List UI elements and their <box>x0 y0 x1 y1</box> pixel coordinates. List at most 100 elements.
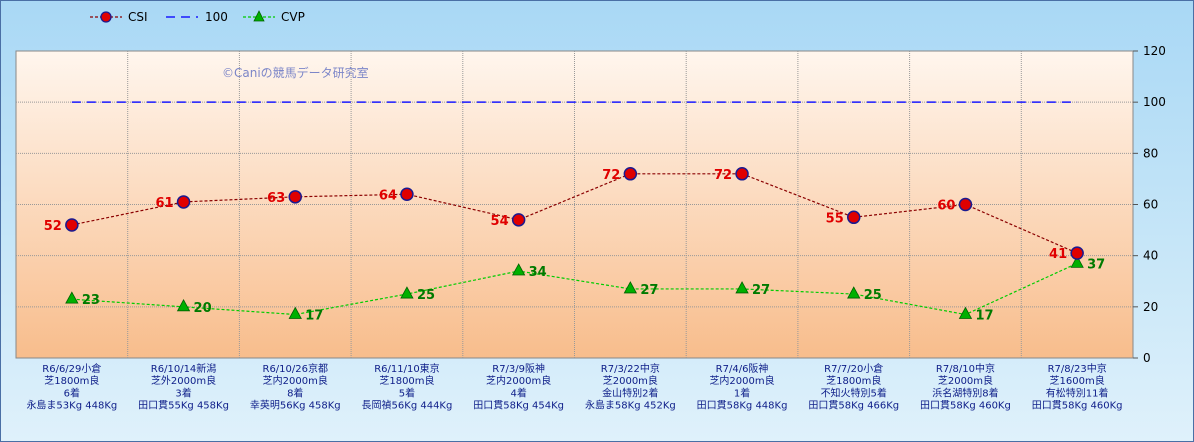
x-tick-label: 田口貫58Kg 448Kg <box>697 400 788 412</box>
csi-data-label: 61 <box>155 196 173 211</box>
cvp-data-label: 25 <box>864 288 882 303</box>
cvp-data-label: 37 <box>1087 257 1105 272</box>
x-tick-label: 3着 <box>175 386 191 399</box>
csi-data-label: 64 <box>379 188 397 203</box>
csi-point <box>1070 246 1084 260</box>
y-tick-label: 40 <box>1143 249 1158 263</box>
x-tick-label: 田口貫55Kg 458Kg <box>138 400 229 412</box>
x-tick-label: 芝1600m良 <box>1050 374 1105 387</box>
y-tick-label: 0 <box>1143 351 1151 365</box>
csi-data-label: 60 <box>937 199 955 214</box>
csi-data-label: 63 <box>267 191 285 206</box>
legend-100-label: 100 <box>205 10 228 24</box>
csi-point <box>288 190 302 204</box>
x-tick-label: R7/4/6阪神 <box>716 362 769 375</box>
x-tick-label: 芝1800m良 <box>379 374 434 387</box>
cvp-data-label: 27 <box>640 283 658 298</box>
x-tick-label: 芝2000m良 <box>603 374 658 387</box>
x-tick-label: 8着 <box>287 386 303 399</box>
x-tick-label: R7/3/22中京 <box>601 362 660 375</box>
cvp-point <box>176 298 191 312</box>
csi-data-label: 72 <box>602 168 620 183</box>
x-tick-label: 芝2000m良 <box>938 374 993 387</box>
x-tick-label: 田口貫58Kg 460Kg <box>920 400 1011 412</box>
cvp-data-label: 25 <box>417 288 435 303</box>
y-tick-label: 80 <box>1143 146 1158 160</box>
cvp-data-label: 27 <box>752 283 770 298</box>
cvp-point <box>847 286 861 299</box>
series-cvp-line <box>71 262 1078 316</box>
legend: CSI 100 CVP <box>90 10 305 24</box>
csi-point <box>176 195 191 209</box>
cvp-point <box>958 306 973 319</box>
cvp-data-label: 20 <box>194 301 212 316</box>
legend-cvp-label: CVP <box>281 10 305 24</box>
x-tick-label: 浜名湖特別8着 <box>932 386 998 399</box>
x-tick-label: 永島ま58Kg 452Kg <box>585 399 676 412</box>
legend-cvp-marker <box>253 10 265 22</box>
x-tick-label: 田口貫58Kg 454Kg <box>473 400 564 412</box>
cvp-point <box>735 281 749 294</box>
cvp-point <box>623 281 638 294</box>
legend-csi-marker <box>100 11 112 23</box>
x-tick-label: R6/11/10東京 <box>374 362 440 375</box>
csi-data-label: 52 <box>44 219 62 234</box>
x-tick-label: 永島ま53Kg 448Kg <box>26 399 117 412</box>
series-layer: 23 20 17 25 34 27 27 25 17 37 52 61 63 64 54 72 72 55 60 41 <box>44 101 1105 324</box>
csi-point <box>847 210 861 225</box>
y-tick-label: 120 <box>1143 44 1166 58</box>
csi-point <box>400 187 414 202</box>
x-tick-label: R6/10/26京都 <box>263 362 329 375</box>
series-csi-line <box>71 173 1078 254</box>
x-tick-label: 5着 <box>399 386 415 399</box>
cvp-point <box>400 286 414 299</box>
x-tick-label: R7/8/23中京 <box>1048 362 1107 375</box>
x-tick-label: R6/6/29小倉 <box>42 362 101 375</box>
cvp-data-label: 17 <box>305 309 323 324</box>
csi-data-label: 41 <box>1049 247 1067 262</box>
x-tick-label: 田口貫58Kg 466Kg <box>808 400 899 412</box>
x-tick-label: 田口貫58Kg 460Kg <box>1032 400 1123 412</box>
x-tick-label: 芝内2000m良 <box>486 374 551 387</box>
x-tick-label: R7/7/20小倉 <box>824 362 883 375</box>
x-tick-label: 芝内2000m良 <box>263 374 328 387</box>
x-tick-label: 芝1800m良 <box>826 374 881 387</box>
x-tick-label: 不知火特別5着 <box>821 386 887 399</box>
x-tick-label: R6/10/14新潟 <box>151 362 217 375</box>
x-tick-label: 1着 <box>734 386 750 399</box>
csi-point <box>65 218 79 232</box>
x-tick-label: 金山特別2着 <box>602 386 658 399</box>
y-tick-label: 60 <box>1143 198 1158 212</box>
legend-csi-label: CSI <box>128 10 148 24</box>
x-tick-label: R7/8/10中京 <box>936 362 995 375</box>
x-tick-label: 芝外2000m良 <box>151 374 216 387</box>
x-tick-label: R7/3/9阪神 <box>492 362 545 375</box>
watermark: ©Caniの競馬データ研究室 <box>222 65 369 80</box>
csi-point <box>735 167 749 181</box>
y-tick-label: 20 <box>1143 300 1158 314</box>
x-tick-label: 幸英明56Kg 458Kg <box>250 399 341 412</box>
csi-data-label: 55 <box>826 211 844 226</box>
x-tick-label: 長岡禎56Kg 444Kg <box>362 399 453 412</box>
csi-point <box>958 197 973 212</box>
cvp-point <box>288 306 302 319</box>
cvp-data-label: 34 <box>529 265 547 280</box>
cvp-point <box>1070 255 1084 268</box>
x-tick-label: 有松特別11着 <box>1046 386 1109 399</box>
csi-point <box>623 167 638 181</box>
cvp-data-label: 17 <box>975 309 993 324</box>
x-tick-label: 芝1800m良 <box>44 374 99 387</box>
cvp-data-label: 23 <box>82 293 100 308</box>
y-axis: 0 20 40 60 80 100 120 <box>1133 44 1166 365</box>
cvp-point <box>65 291 79 304</box>
x-tick-label: 4着 <box>510 386 526 399</box>
y-tick-label: 100 <box>1143 95 1166 109</box>
csi-data-label: 54 <box>491 214 509 229</box>
cvp-point <box>511 263 526 276</box>
csi-point <box>511 213 526 227</box>
x-tick-label: 6着 <box>64 386 80 399</box>
x-tick-label: 芝内2000m良 <box>709 374 774 387</box>
csi-data-label: 72 <box>714 168 732 183</box>
